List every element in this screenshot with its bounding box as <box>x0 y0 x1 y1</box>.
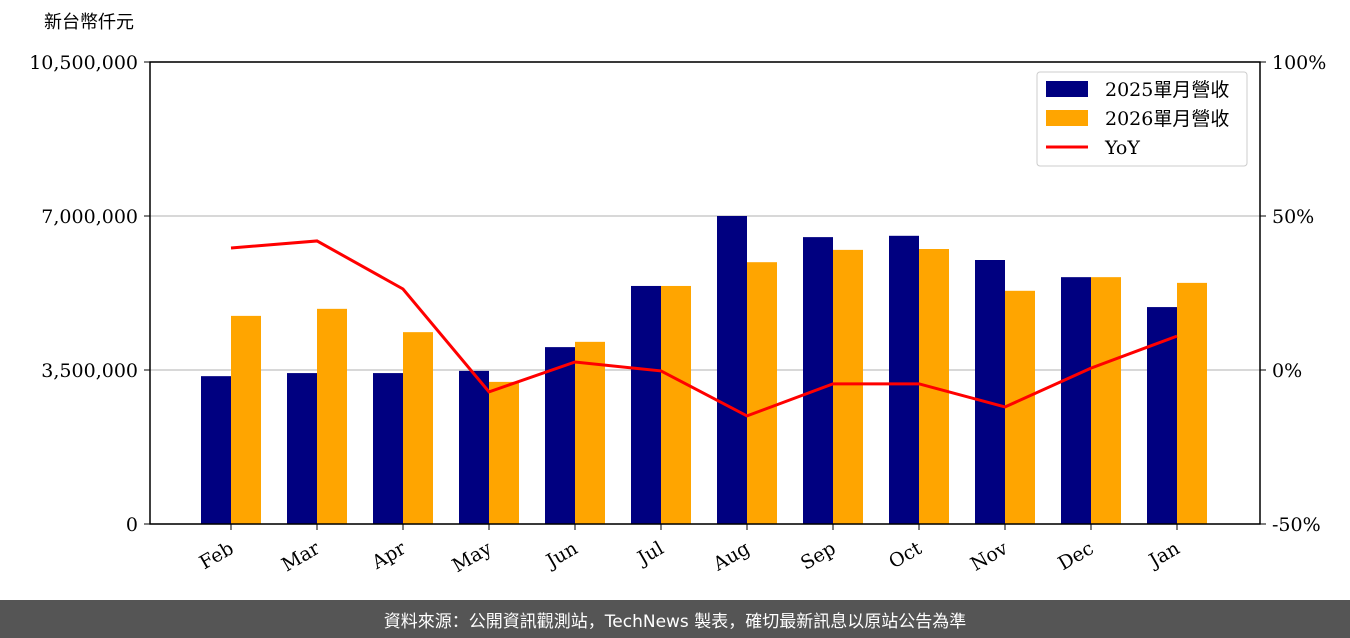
bar <box>1147 307 1177 524</box>
bar <box>489 381 519 524</box>
footer: 資料來源：公開資訊觀測站，TechNews 製表，確切最新訊息以原站公告為準 <box>0 600 1350 638</box>
y2-tick-label: 50% <box>1272 206 1314 228</box>
bar <box>975 260 1005 524</box>
bar <box>459 370 489 524</box>
y-axis-label: 新台幣仟元 <box>44 12 134 33</box>
x-tick-label: Jun <box>541 537 582 573</box>
y2-tick-label: 0% <box>1272 360 1302 382</box>
x-tick-label: Mar <box>278 537 324 576</box>
x-tick-label: Oct <box>885 537 926 573</box>
x-tick-label: Dec <box>1054 537 1097 575</box>
x-tick-label: Aug <box>709 537 754 576</box>
legend-label: YoY <box>1104 137 1140 159</box>
x-tick-label: Nov <box>967 537 1012 576</box>
bar <box>231 315 261 524</box>
y-tick-label: 7,000,000 <box>41 206 138 228</box>
bar <box>1061 277 1091 524</box>
y-tick-label: 3,500,000 <box>41 360 138 382</box>
y2-tick-label: 100% <box>1272 52 1326 74</box>
legend-swatch <box>1046 81 1088 97</box>
legend-box <box>1036 71 1248 167</box>
yoy-line <box>230 239 1178 418</box>
bar <box>287 373 317 524</box>
bar <box>201 376 231 524</box>
x-tick-label: Jan <box>1144 537 1184 573</box>
x-tick-label: Sep <box>797 537 840 574</box>
legend-label: 2026單月營收 <box>1105 108 1229 130</box>
bar <box>1005 290 1035 524</box>
legend-label: 2025單月營收 <box>1105 79 1229 101</box>
bar <box>889 235 919 525</box>
y2-tick-label: -50% <box>1272 514 1321 536</box>
y-tick-label: 0 <box>126 514 138 536</box>
bar <box>631 285 661 524</box>
bar <box>1177 282 1207 524</box>
legend-swatch <box>1046 110 1088 126</box>
plot-frame <box>149 61 1261 525</box>
bar <box>373 373 403 524</box>
x-tick-label: Apr <box>367 537 410 574</box>
bar <box>403 332 433 524</box>
chart: 新台幣仟元 0 3,500,000 7,000,000 10,500,000 -50% 0… <box>29 12 1326 577</box>
bar <box>833 249 863 524</box>
x-tick-label: Jul <box>632 537 667 570</box>
bar <box>317 308 347 524</box>
y-tick-label: 10,500,000 <box>29 52 138 74</box>
x-tick-label: Feb <box>196 537 238 574</box>
bar <box>747 262 777 524</box>
bar <box>1091 277 1121 524</box>
x-tick-label: May <box>449 537 496 577</box>
bar <box>545 347 575 524</box>
bar <box>661 285 691 524</box>
bar <box>575 341 605 524</box>
bar <box>717 216 747 524</box>
bar <box>803 237 833 524</box>
